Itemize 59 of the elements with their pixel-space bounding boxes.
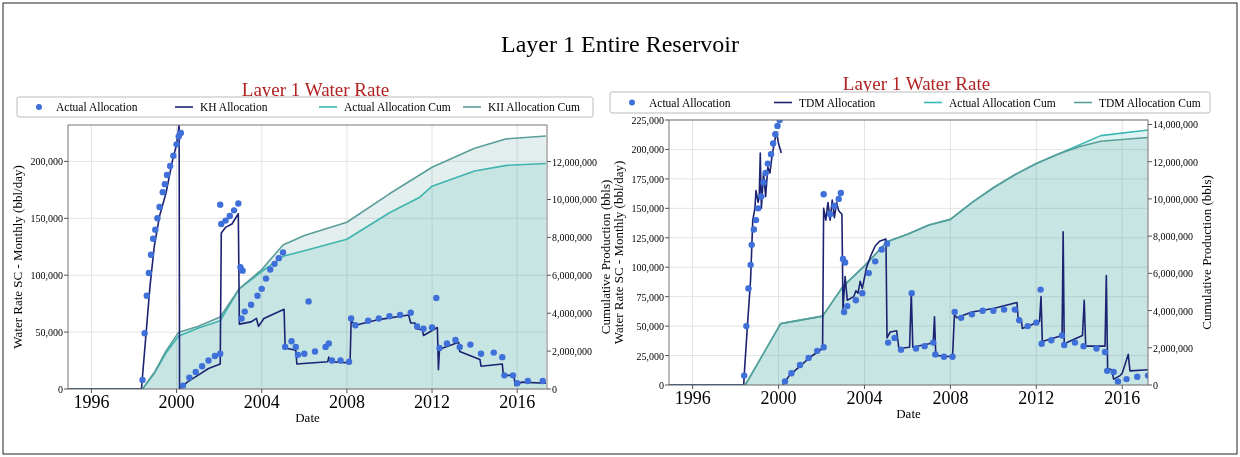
y2-tick-label: 8,000,000 [552,232,592,244]
y-tick-label: 0 [659,380,664,391]
y-tick-label: 125,000 [631,232,664,244]
x-tick-label: 2012 [1018,388,1055,408]
chart-title: Layer 1 Water Rate [842,73,991,94]
text: Layer 1 Entire Reservoir [501,31,739,57]
legend-label: KII Allocation Cum [488,101,581,113]
legend-label: KH Allocation [200,101,268,113]
y-tick-label: 25,000 [636,350,664,362]
x-axis-title: Date [896,406,921,421]
y-tick-label: 0 [58,384,63,395]
y2-tick-label: 8,000,000 [1153,231,1193,243]
legend-label: Actual Allocation [56,101,138,113]
x-tick-label: 1996 [73,392,110,412]
x-tick-label: 2004 [846,388,883,408]
y-tick-label: 100,000 [30,270,63,282]
legend-label: TDM Allocation [799,96,876,109]
legend-label: TDM Allocation Cum [1099,96,1201,109]
y2-tick-label: 6,000,000 [1153,268,1193,280]
y-tick-label: 50,000 [35,327,63,339]
x-tick-label: 2008 [328,392,365,412]
x-tick-label: 1996 [674,388,711,408]
y-tick-label: 150,000 [631,203,664,215]
y2-tick-label: 12,000,000 [552,156,597,168]
y-tick-label: 100,000 [631,262,664,274]
y2-tick-label: 12,000,000 [1153,156,1198,168]
x-tick-label: 2000 [760,388,797,408]
x-tick-label: 2016 [1104,388,1141,408]
chart-title: Layer 1 Water Rate [241,79,390,100]
x-tick-label: 2016 [499,392,536,412]
y-axis-title: Water Rate SC - Monthly (bbl/day) [611,160,626,345]
x-tick-label: 2000 [158,392,195,412]
x-tick-label: 2012 [414,392,451,412]
y2-tick-label: 0 [1153,380,1158,391]
y2-tick-label: 2,000,000 [552,346,592,358]
y2-tick-label: 2,000,000 [1153,342,1193,354]
legend-label: Actual Allocation Cum [344,101,451,113]
y-tick-label: 225,000 [631,115,664,126]
y-tick-label: 50,000 [636,321,664,333]
y-tick-label: 200,000 [30,156,63,168]
y-tick-label: 150,000 [30,213,63,225]
legend-label: Actual Allocation [649,96,731,109]
x-axis-title: Date [295,410,320,425]
legend-label: Actual Allocation Cum [949,96,1056,109]
y2-tick-label: 6,000,000 [552,270,592,282]
y2-tick-label: 4,000,000 [1153,305,1193,317]
y2-tick-label: 0 [552,384,557,395]
y2-axis-title: Cumulative Production (bbls) [1199,175,1214,330]
y2-axis-title: Cumulative Production (bbls) [598,179,613,335]
y-axis-title: Water Rate SC - Monthly (bbl/day) [10,165,25,349]
y2-tick-label: 4,000,000 [552,308,592,320]
y2-tick-label: 10,000,000 [552,194,597,206]
y2-tick-label: 10,000,000 [1153,193,1198,205]
y-tick-label: 175,000 [631,173,664,185]
x-tick-label: 2008 [932,388,969,408]
y-tick-label: 200,000 [631,144,664,156]
y2-tick-label: 14,000,000 [1153,119,1198,131]
x-tick-label: 2004 [243,392,280,412]
y-tick-label: 75,000 [636,291,664,303]
